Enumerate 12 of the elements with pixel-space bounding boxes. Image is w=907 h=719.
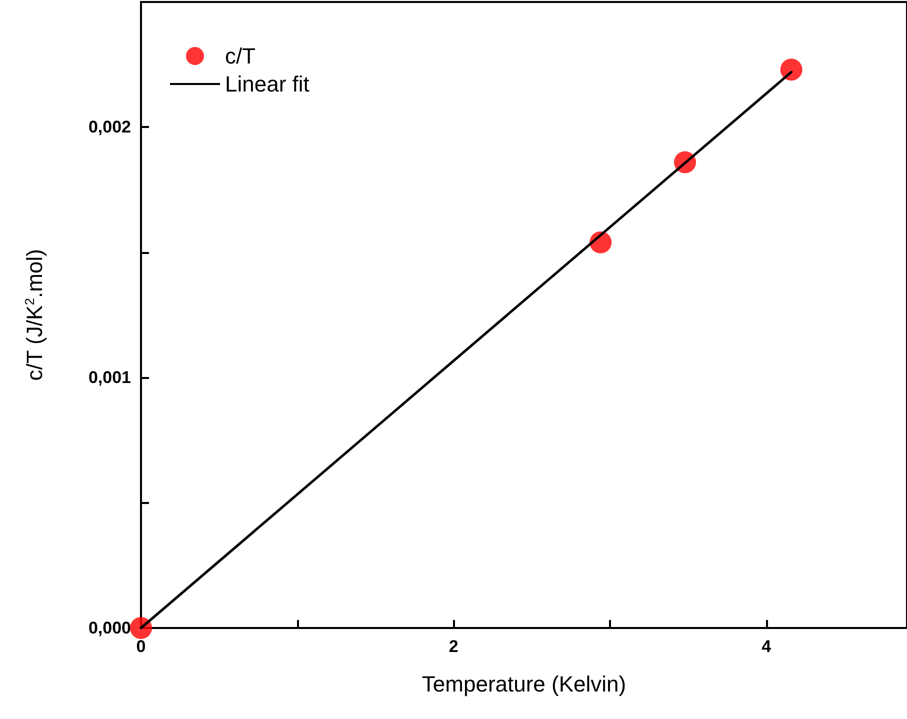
point [780,58,802,81]
legend-label: c/T [225,44,256,68]
point [130,617,152,639]
x-tick-label: 4 [762,637,772,656]
x-axis-title: Temperature (Kelvin) [422,672,626,696]
legend-label: Linear fit [225,72,310,96]
y-tick-label: 0,000 [88,618,131,638]
x-tick-label: 0 [136,637,146,656]
y-tick-label: 0,002 [88,118,131,137]
y-axis-title: c/T (J/K2.mol) [22,249,47,381]
y-tick-label: 0,001 [88,368,131,388]
x-tick-label: 2 [448,637,458,656]
